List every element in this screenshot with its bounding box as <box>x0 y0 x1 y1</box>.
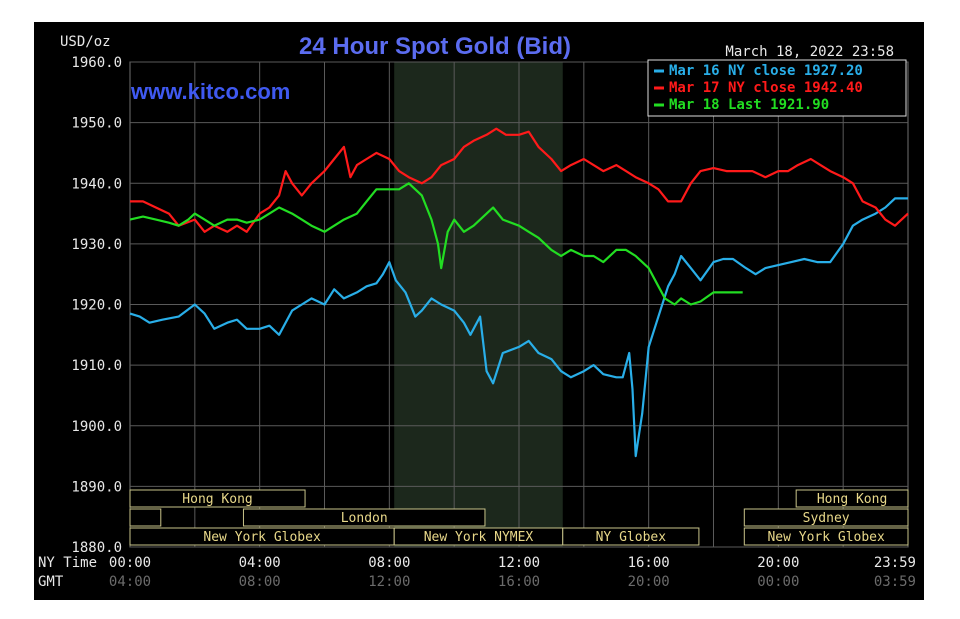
market-session-bars: Hong Kong London New York Globex New York N… <box>129 489 909 546</box>
y-tick-label: 1890.0 <box>71 479 122 495</box>
x-tick-label-gmt: 00:00 <box>757 574 799 590</box>
session-label: New York Globex <box>767 530 885 545</box>
x-tick-label-ny: 12:00 <box>498 555 540 571</box>
session-bar <box>795 489 909 508</box>
session-label: New York Globex <box>203 530 321 545</box>
x-tick-label-gmt: 03:59 <box>874 574 916 590</box>
price-series-lines <box>129 127 909 458</box>
legend-entry: Mar 17 NY close 1942.40 <box>669 80 863 96</box>
x-tick-label-ny: 16:00 <box>628 555 670 571</box>
session-label: Hong Kong <box>817 492 887 507</box>
session-label: NY Globex <box>596 530 667 545</box>
x-row-label-gmt: GMT <box>38 574 64 590</box>
y-tick-label: 1880.0 <box>71 540 122 556</box>
y-tick-label: 1900.0 <box>71 419 122 435</box>
legend-entry: Mar 18 Last 1921.90 <box>669 97 829 113</box>
session-label: London <box>341 511 388 526</box>
y-axis-unit-label: USD/oz <box>60 34 111 50</box>
x-tick-label-ny: 00:00 <box>109 555 151 571</box>
y-tick-label: 1940.0 <box>71 176 122 192</box>
x-tick-label-ny: 08:00 <box>368 555 410 571</box>
x-axis-tick-labels: 00:00 04:00 04:00 08:00 08:00 12:00 12:00 16:00… <box>109 555 916 590</box>
chart-panel: 1960.0 1950.0 1940.0 1930.0 1920.0 1910.0 1900… <box>34 22 924 600</box>
series-line-1 <box>129 197 908 458</box>
x-tick-label-gmt: 12:00 <box>368 574 410 590</box>
session-label: Hong Kong <box>182 492 252 507</box>
series-line-2 <box>130 127 909 233</box>
x-tick-label-gmt: 04:00 <box>109 574 151 590</box>
session-label: New York NYMEX <box>424 530 534 545</box>
y-tick-label: 1920.0 <box>71 298 122 314</box>
x-tick-label-gmt: 08:00 <box>239 574 281 590</box>
gold-price-chart: 1960.0 1950.0 1940.0 1930.0 1920.0 1910.0 1900… <box>38 33 916 590</box>
kitco-watermark: www.kitco.com <box>130 79 290 104</box>
session-bar <box>129 489 306 508</box>
session-bar <box>242 508 486 527</box>
timestamp: March 18, 2022 23:58 <box>725 44 894 60</box>
x-tick-label-ny: 23:59 <box>874 555 916 571</box>
y-tick-label: 1910.0 <box>71 358 122 374</box>
y-tick-label: 1930.0 <box>71 237 122 253</box>
legend-box <box>647 59 907 117</box>
y-tick-label: 1950.0 <box>71 116 122 132</box>
x-row-label-ny: NY Time <box>38 555 97 571</box>
y-tick-label: 1960.0 <box>71 55 122 71</box>
x-tick-label-ny: 20:00 <box>757 555 799 571</box>
x-tick-label-gmt: 16:00 <box>498 574 540 590</box>
chart-title: 24 Hour Spot Gold (Bid) <box>299 33 571 60</box>
session-bar <box>129 508 162 527</box>
legend-entry: Mar 16 NY close 1927.20 <box>669 63 863 79</box>
x-tick-label-gmt: 20:00 <box>628 574 670 590</box>
session-bar <box>743 527 909 546</box>
session-label: Sydney <box>803 511 850 526</box>
y-axis-tick-labels: 1960.0 1950.0 1940.0 1930.0 1920.0 1910.0 1900… <box>71 55 122 556</box>
x-tick-label-ny: 04:00 <box>239 555 281 571</box>
session-bar <box>743 508 909 527</box>
session-bar <box>562 527 700 546</box>
gridlines <box>130 61 908 548</box>
series-line-3 <box>129 182 743 306</box>
